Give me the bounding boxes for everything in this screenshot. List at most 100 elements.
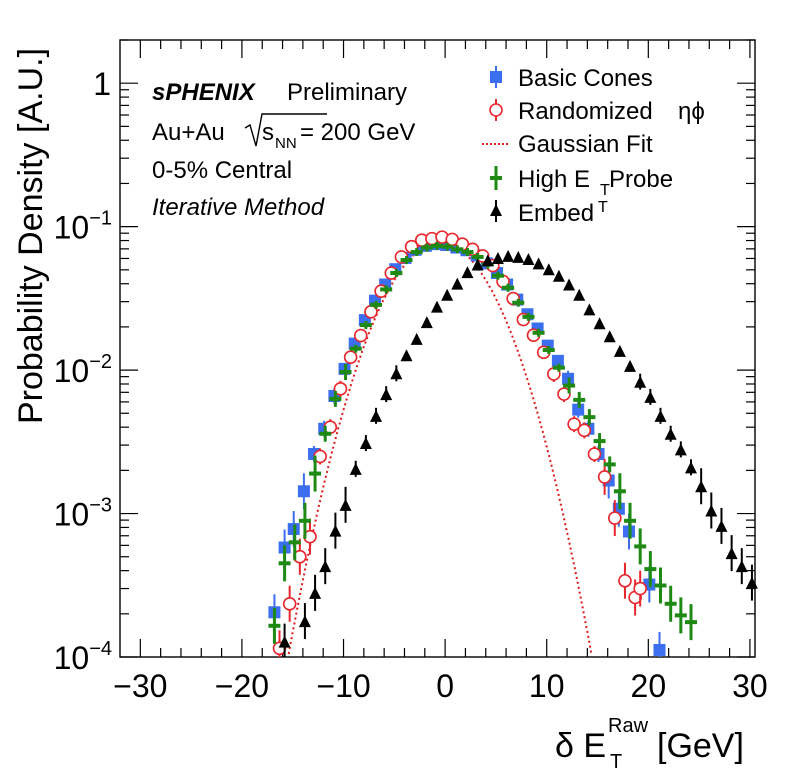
basic-point xyxy=(551,354,564,367)
legend-probe-subscript: T xyxy=(600,182,610,199)
embed-point xyxy=(624,359,637,372)
x-tick-label: 30 xyxy=(732,668,768,704)
x-tick-label: −20 xyxy=(215,668,269,704)
embed-point xyxy=(502,249,515,262)
embed-point xyxy=(329,524,342,537)
x-axis-title-sub: T xyxy=(610,751,622,772)
x-tick-label: 20 xyxy=(631,668,667,704)
embed-point xyxy=(684,461,697,474)
annotation-block: sPHENIX Preliminary Au+Au s NN = 200 GeV… xyxy=(152,79,415,221)
embed-point xyxy=(370,409,383,422)
legend-entry-embed: Embed T xyxy=(490,199,608,227)
series-random xyxy=(272,230,647,657)
embed-point xyxy=(563,278,576,291)
y-tick-label: 10−3 xyxy=(54,495,112,533)
legend-entry-gaussian-fit: Gaussian Fit xyxy=(482,131,653,158)
random-point xyxy=(618,573,632,588)
embed-point xyxy=(745,576,758,589)
embed-point xyxy=(410,332,423,345)
x-axis-title-unit: [GeV] xyxy=(657,727,744,765)
brand-label: sPHENIX xyxy=(152,79,257,106)
embed-point xyxy=(532,257,545,270)
random-point xyxy=(353,328,368,343)
embed-point xyxy=(512,250,525,263)
legend: Basic Cones Randomized ηϕ Gaussian Fit H… xyxy=(482,65,705,227)
random-point xyxy=(633,581,647,596)
random-point xyxy=(577,423,592,438)
x-tick-label: 0 xyxy=(436,668,454,704)
legend-probe-tail: Probe xyxy=(609,166,673,193)
legend-random-label: Randomized xyxy=(518,98,653,125)
sqrt-s-label: s xyxy=(262,119,274,146)
embed-point xyxy=(278,635,291,648)
embed-point xyxy=(715,519,728,532)
y-tick-label: 10−2 xyxy=(54,351,112,389)
embed-point xyxy=(298,615,311,628)
system-label: Au+Au xyxy=(152,119,225,146)
embed-point xyxy=(359,437,372,450)
legend-random-marker xyxy=(489,103,503,117)
random-point xyxy=(333,382,348,396)
embed-point xyxy=(725,547,738,560)
method-label: Iterative Method xyxy=(152,194,325,221)
embed-point xyxy=(309,586,322,599)
centrality-label: 0-5% Central xyxy=(152,157,292,184)
series-probe xyxy=(268,241,697,644)
basic-point xyxy=(297,485,310,498)
y-tick-label: 10−1 xyxy=(54,208,112,246)
embed-point xyxy=(380,388,393,401)
embed-point xyxy=(583,303,596,316)
embed-point xyxy=(471,258,484,271)
data-points xyxy=(268,230,758,657)
legend-gauss-label: Gaussian Fit xyxy=(518,131,653,158)
embed-point xyxy=(461,266,474,279)
x-axis-title: δ E Raw T [GeV] xyxy=(555,715,744,772)
random-point xyxy=(343,350,358,364)
embed-point xyxy=(481,254,494,267)
embed-point xyxy=(613,344,626,357)
embed-point xyxy=(491,251,504,264)
embed-point xyxy=(542,263,555,276)
embed-point xyxy=(522,252,535,265)
embed-point xyxy=(654,409,667,422)
plot-frame xyxy=(119,39,756,658)
legend-entry-high-et-probe: High E T Probe xyxy=(490,166,673,199)
embed-point xyxy=(349,462,362,475)
embed-point xyxy=(705,504,718,517)
series-embed xyxy=(278,249,758,657)
embed-point xyxy=(420,316,433,329)
legend-entry-randomized: Randomized ηϕ xyxy=(489,98,705,125)
embed-point xyxy=(390,367,403,380)
basic-point xyxy=(572,403,585,416)
embed-point xyxy=(319,560,332,573)
x-axis-title-main: δ E xyxy=(555,727,606,765)
random-point xyxy=(597,470,612,484)
embed-point xyxy=(430,300,443,313)
embed-point xyxy=(573,288,586,301)
sqrt-s-subscript: NN xyxy=(275,135,297,152)
x-tick-label: −10 xyxy=(316,668,370,704)
random-point xyxy=(282,596,297,611)
legend-random-greek: ηϕ xyxy=(678,98,705,125)
y-tick-label: 1 xyxy=(93,66,111,102)
basic-point xyxy=(653,643,666,656)
embed-point xyxy=(593,317,606,330)
random-point xyxy=(607,511,622,525)
embed-point xyxy=(644,390,657,403)
x-tick-label: −30 xyxy=(113,668,167,704)
embed-point xyxy=(735,560,748,573)
legend-embed-label: Embed xyxy=(518,200,594,227)
y-tick-label: 10−4 xyxy=(54,638,112,676)
embed-point xyxy=(451,277,464,290)
legend-embed-sup: T xyxy=(598,199,608,216)
embed-point xyxy=(339,498,352,511)
legend-probe-label: High E xyxy=(518,166,590,193)
random-point xyxy=(557,387,571,401)
status-label: Preliminary xyxy=(287,79,407,106)
energy-label: = 200 GeV xyxy=(300,119,415,146)
sqrt-symbol xyxy=(244,113,327,147)
embed-point xyxy=(552,269,565,282)
embed-point xyxy=(400,349,413,362)
